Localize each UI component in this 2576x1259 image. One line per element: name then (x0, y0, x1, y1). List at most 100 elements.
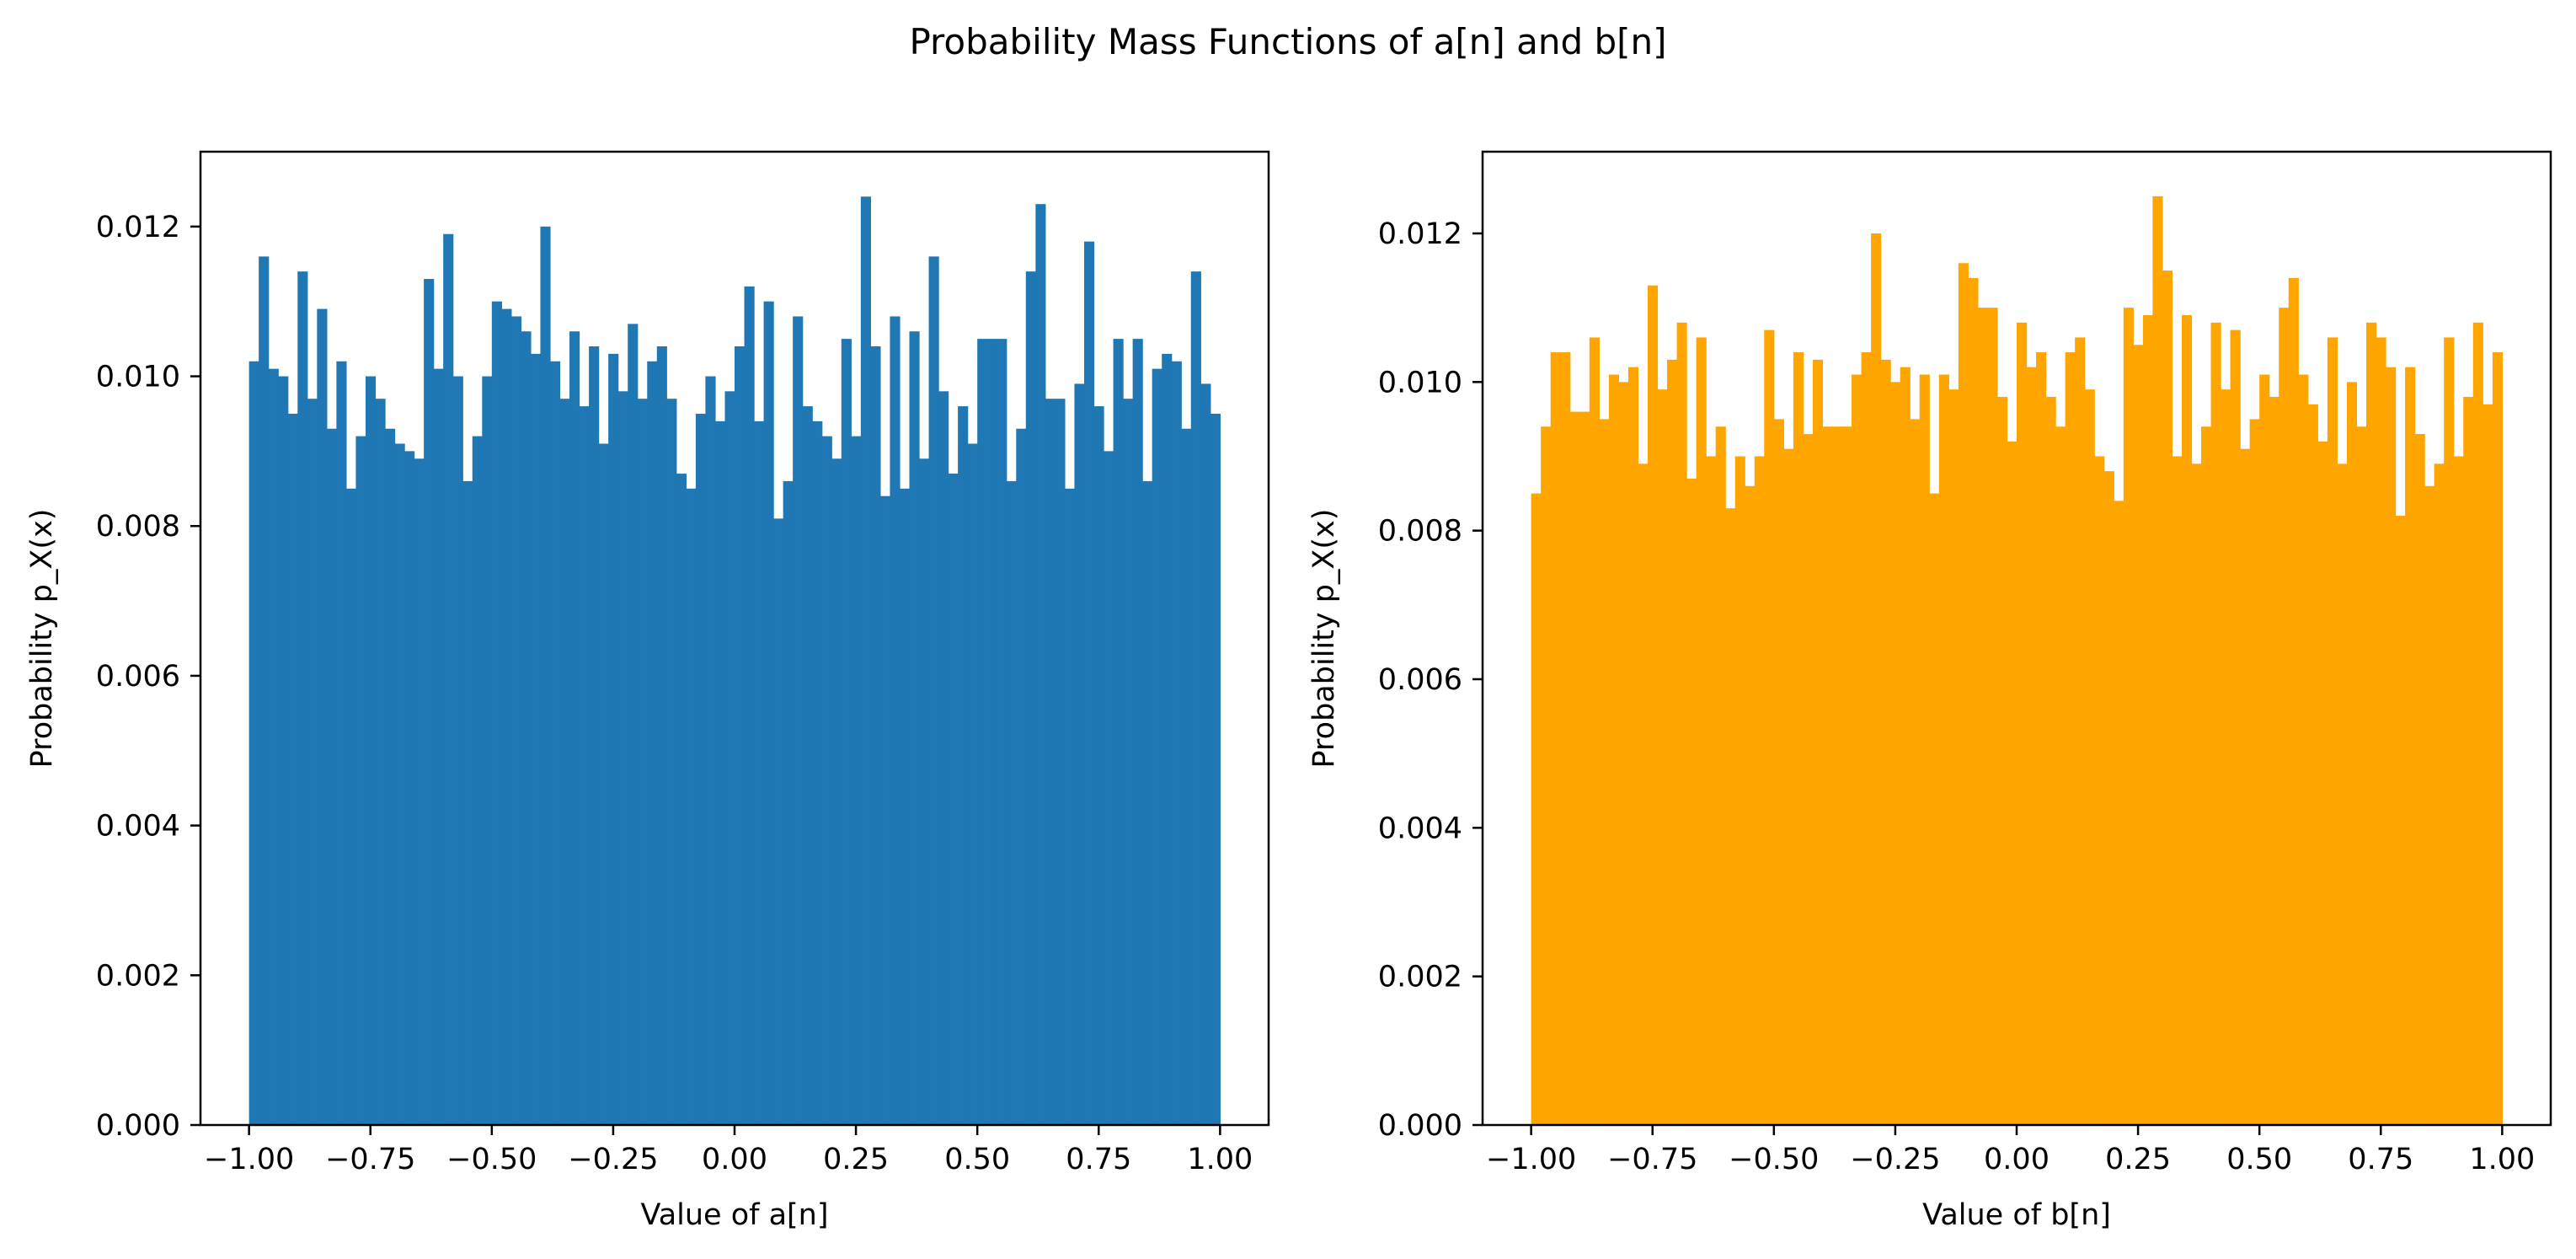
histogram-bar (355, 436, 366, 1125)
histogram-bar (2288, 277, 2299, 1125)
histogram-bar (1181, 428, 1192, 1126)
y-tick-label: 0.012 (96, 211, 180, 244)
histogram-bar (1919, 374, 1930, 1125)
y-tick-label: 0.000 (1378, 1109, 1462, 1143)
histogram-bar (2405, 367, 2416, 1125)
histogram-bar (1852, 374, 1863, 1125)
y-tick-label: 0.010 (96, 361, 180, 394)
histogram-bar (870, 346, 881, 1125)
x-tick-label: −0.25 (568, 1143, 658, 1176)
histogram-bar (958, 406, 969, 1126)
histogram-bar (278, 376, 289, 1125)
histogram-bar (812, 421, 823, 1126)
histogram-bar (919, 458, 930, 1125)
histogram-bar (1754, 456, 1765, 1125)
histogram-bar (1968, 277, 1979, 1125)
histogram-bar (1696, 337, 1707, 1125)
histogram-bar (491, 301, 502, 1125)
histogram-bar (1560, 352, 1571, 1125)
histogram-bar (1880, 359, 1891, 1125)
histogram-bar (1715, 426, 1726, 1126)
histogram-bar (2395, 516, 2406, 1125)
histogram-bar (1831, 426, 1843, 1126)
histogram-bar (1667, 359, 1678, 1125)
histogram-bar (802, 406, 813, 1126)
histogram-bar (628, 324, 639, 1126)
histogram-bar (1948, 389, 1959, 1125)
histogram-bar (2365, 322, 2377, 1125)
histogram-bar (705, 376, 716, 1125)
y-axis-title: Probability p_X(x) (25, 509, 59, 769)
histogram-bar (735, 346, 746, 1125)
histogram-bar (1958, 263, 1969, 1125)
histogram-bar (365, 376, 377, 1125)
histogram-bar (676, 474, 687, 1125)
histogram-bar (899, 488, 911, 1125)
histogram-bar (666, 399, 677, 1125)
x-tick-label: −0.50 (1729, 1143, 1819, 1176)
histogram-bar (2191, 463, 2202, 1125)
histogram-bar (2181, 314, 2193, 1126)
histogram-bar (1055, 399, 1066, 1125)
histogram-bar (1996, 396, 2008, 1125)
x-axis-title: Value of a[n] (640, 1198, 828, 1232)
histogram-bar (860, 196, 871, 1125)
histogram-bar (1569, 411, 1580, 1126)
histogram-bar (1210, 413, 1221, 1126)
histogram-bar (1531, 493, 1542, 1125)
histogram-bar (2055, 426, 2066, 1126)
x-tick-label: −0.25 (1850, 1143, 1940, 1176)
y-tick-label: 0.006 (96, 660, 180, 694)
histogram-bar (997, 339, 1007, 1125)
y-tick-label: 0.000 (96, 1109, 180, 1143)
histogram-bar (1803, 434, 1814, 1125)
x-tick-label: 0.25 (823, 1143, 889, 1176)
histogram-bar (1589, 337, 1600, 1125)
histogram-bar (2094, 456, 2105, 1125)
histogram-bar (249, 361, 259, 1125)
histogram-bar (1861, 352, 1872, 1125)
histogram-bar (2017, 322, 2028, 1125)
histogram-bar (2463, 396, 2474, 1125)
histogram-bar (2346, 382, 2358, 1125)
histogram-bar (2210, 322, 2221, 1125)
histogram-bar (2492, 352, 2503, 1125)
histogram-bar (2249, 419, 2260, 1125)
histogram-bar (1104, 451, 1114, 1125)
histogram-bar (1035, 204, 1046, 1126)
histogram-bar (2376, 337, 2386, 1125)
histogram-bar (2084, 389, 2095, 1125)
histogram-bar (443, 233, 454, 1126)
histogram-bar (2114, 501, 2124, 1125)
histogram-bar (1657, 389, 1668, 1125)
histogram-bar (287, 413, 298, 1126)
x-axis-title: Value of b[n] (1922, 1198, 2111, 1232)
histogram-bar (1064, 488, 1076, 1125)
x-tick-label: −0.75 (325, 1143, 415, 1176)
histogram-bar (773, 518, 784, 1125)
histogram-bar (890, 316, 901, 1126)
histogram-bar (1142, 480, 1153, 1125)
chart-title: Probability Mass Functions of a[n] and b… (909, 21, 1666, 62)
histogram-bar (1025, 271, 1036, 1125)
histogram-bar (317, 308, 328, 1126)
histogram-bar (1900, 367, 1911, 1125)
x-tick-label: 0.50 (944, 1143, 1010, 1176)
histogram-bar (268, 368, 279, 1125)
histogram-bar (2424, 485, 2435, 1125)
histogram-bar (2414, 434, 2425, 1125)
histogram-bar (1074, 383, 1085, 1125)
histogram-bar (1541, 426, 1552, 1126)
histogram-bar (754, 421, 765, 1126)
histogram-bar (831, 458, 842, 1125)
histogram-bar (1162, 353, 1173, 1125)
histogram-bar (2172, 456, 2183, 1125)
histogram-bar (2230, 329, 2241, 1126)
histogram-bar (1783, 448, 1794, 1125)
y-tick-label: 0.006 (1378, 663, 1462, 697)
histogram-bar (1676, 322, 1687, 1125)
histogram-bar (909, 331, 920, 1126)
histogram-bar (1793, 352, 1804, 1125)
histogram-bar (433, 368, 444, 1125)
histogram-bar (345, 488, 357, 1125)
